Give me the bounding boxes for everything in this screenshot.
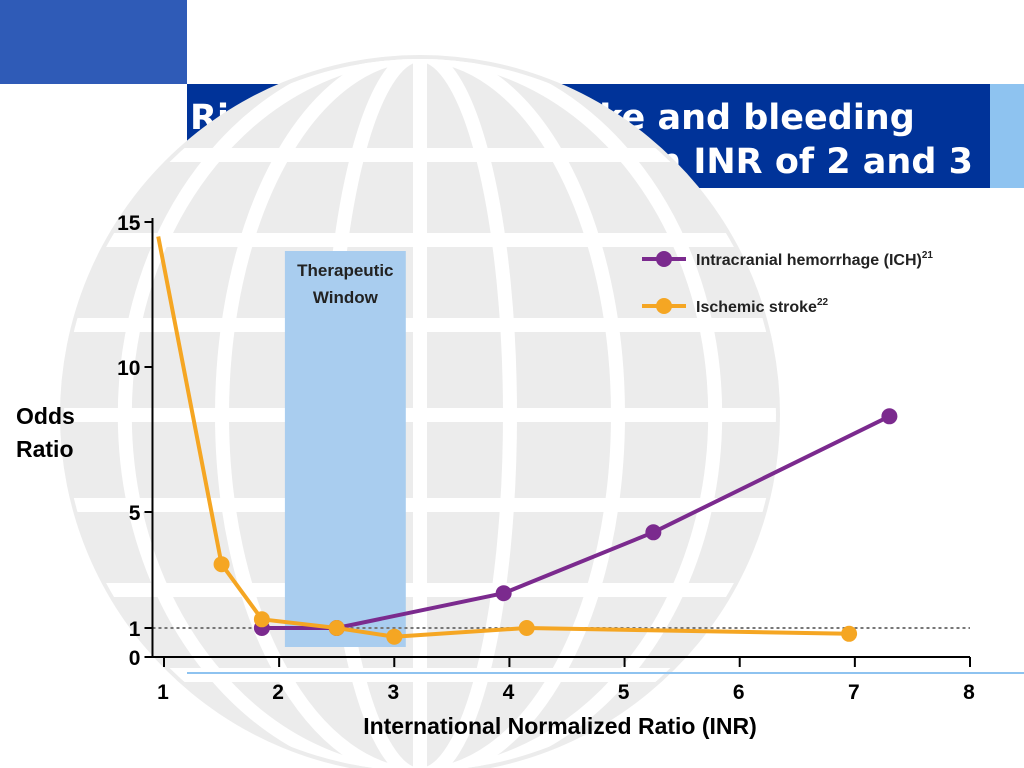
- title-accent: [990, 84, 1024, 188]
- data-point-ischemic-stroke: [518, 620, 535, 636]
- data-point-ischemic-stroke: [213, 556, 230, 573]
- data-point-ich: [881, 408, 898, 425]
- y-axis-title-line-2: Ratio: [16, 436, 74, 462]
- x-tick-label: 4: [503, 681, 515, 704]
- x-tick-label: 5: [618, 681, 630, 704]
- y-tick-label: 10: [117, 357, 140, 380]
- data-point-ischemic-stroke: [328, 620, 345, 636]
- y-tick-label: 1: [129, 618, 141, 641]
- therapeutic-window-label-line-1: Therapeutic: [297, 261, 393, 280]
- x-tick-label: 7: [848, 681, 860, 704]
- x-tick-label: 1: [157, 681, 169, 704]
- y-tick-label: 5: [129, 502, 141, 525]
- y-axis-title-line-1: Odds: [16, 403, 75, 429]
- x-tick-label: 3: [387, 681, 399, 704]
- data-point-ich: [645, 524, 662, 541]
- y-tick-label: 0: [129, 647, 141, 670]
- bottom-rule: [187, 672, 1024, 674]
- therapeutic-window-band: [284, 251, 406, 647]
- y-axis-title: Odds Ratio: [16, 400, 96, 466]
- legend-superscript: 22: [817, 297, 829, 308]
- data-point-ich: [495, 585, 512, 602]
- x-tick-label: 8: [963, 681, 975, 704]
- x-axis-title: International Normalized Ratio (INR): [363, 713, 757, 739]
- legend-label: Intracranial hemorrhage (ICH)21: [696, 250, 933, 269]
- legend-superscript: 21: [922, 250, 934, 261]
- therapeutic-window-label-line-2: Window: [313, 288, 379, 307]
- globe-meridian: [117, 59, 723, 768]
- corner-block: [0, 0, 187, 84]
- series-line-ischemic-stroke: [156, 236, 850, 639]
- x-tick-label: 6: [733, 681, 745, 704]
- data-point-ischemic-stroke: [253, 611, 270, 628]
- x-tick-label: 2: [272, 681, 284, 704]
- data-point-ischemic-stroke: [386, 628, 403, 645]
- globe-meridian: [215, 59, 625, 768]
- legend-label: Ischemic stroke22: [696, 297, 829, 316]
- y-tick-label: 15: [117, 212, 141, 235]
- data-point-ischemic-stroke: [841, 625, 858, 642]
- legend-swatch-marker: [656, 251, 672, 267]
- legend-swatch-marker: [656, 298, 672, 314]
